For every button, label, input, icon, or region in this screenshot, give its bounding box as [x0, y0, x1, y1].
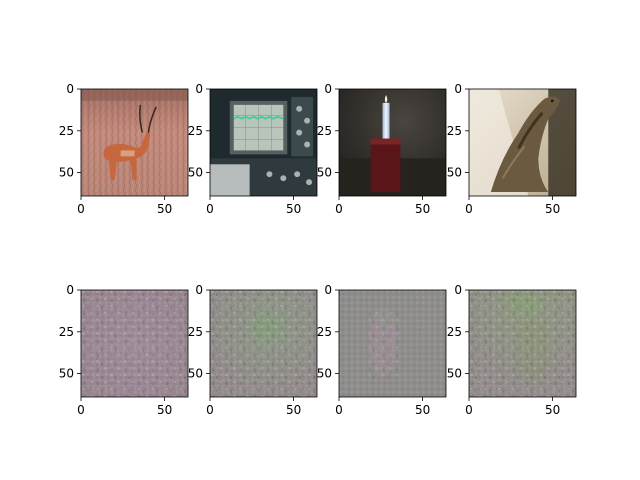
- x-tick-label: 50: [415, 403, 430, 417]
- x-tick-label: 50: [545, 403, 560, 417]
- x-tick-label: 0: [335, 403, 343, 417]
- panel-frame: [468, 289, 577, 398]
- panel-0-3: 0 50 0 25 50: [447, 82, 577, 216]
- x-tick-label: 0: [465, 202, 473, 216]
- panel-image-lizard-photo: [469, 89, 576, 196]
- panel-1-2: 0 50 0 25 50: [317, 283, 447, 417]
- panel-frame: [209, 289, 318, 398]
- panel-frame: [209, 88, 318, 197]
- x-tick-label: 0: [206, 403, 214, 417]
- panel-1-1: 0 50 0 25 50: [188, 283, 318, 417]
- y-tick-label: 0: [66, 82, 74, 96]
- panel-image-noisy-reconstruction-purple: [81, 290, 188, 397]
- y-tick-label: 25: [317, 124, 332, 138]
- y-tick-label: 50: [317, 367, 332, 381]
- y-tick-label: 50: [447, 367, 462, 381]
- panel-frame: [338, 289, 447, 398]
- y-tick-label: 0: [195, 283, 203, 297]
- panel-image-oscilloscope-photo: [210, 89, 317, 196]
- panel-frame: [468, 88, 577, 197]
- x-tick-label: 50: [157, 202, 172, 216]
- x-tick-label: 0: [335, 202, 343, 216]
- y-tick-label: 25: [188, 124, 203, 138]
- y-tick-label: 25: [317, 325, 332, 339]
- x-tick-label: 50: [545, 202, 560, 216]
- y-tick-label: 25: [188, 325, 203, 339]
- y-tick-label: 0: [66, 283, 74, 297]
- y-tick-label: 25: [447, 325, 462, 339]
- x-tick-label: 50: [286, 202, 301, 216]
- y-tick-label: 0: [454, 82, 462, 96]
- y-tick-label: 25: [59, 325, 74, 339]
- y-tick-label: 50: [59, 367, 74, 381]
- x-tick-label: 50: [157, 403, 172, 417]
- y-tick-label: 50: [188, 166, 203, 180]
- y-tick-label: 50: [447, 166, 462, 180]
- y-tick-label: 50: [59, 166, 74, 180]
- y-tick-label: 0: [195, 82, 203, 96]
- x-tick-label: 50: [286, 403, 301, 417]
- panel-image-candle-photo: [339, 89, 446, 196]
- panel-frame: [338, 88, 447, 197]
- panel-image-noisy-reconstruction-olive: [469, 290, 576, 397]
- x-tick-label: 50: [415, 202, 430, 216]
- panel-image-impala-photo: [81, 89, 188, 196]
- panel-0-2: 0 50 0 25 50: [317, 82, 447, 216]
- panel-frame: [80, 289, 189, 398]
- panel-1-0: 0 50 0 25 50: [59, 283, 189, 417]
- x-tick-label: 0: [77, 403, 85, 417]
- y-tick-label: 25: [59, 124, 74, 138]
- x-tick-label: 0: [465, 403, 473, 417]
- y-tick-label: 50: [188, 367, 203, 381]
- y-tick-label: 25: [447, 124, 462, 138]
- x-tick-label: 0: [206, 202, 214, 216]
- panel-image-noisy-reconstruction-green: [210, 290, 317, 397]
- y-tick-label: 0: [324, 283, 332, 297]
- y-tick-label: 0: [324, 82, 332, 96]
- x-tick-label: 0: [77, 202, 85, 216]
- panel-frame: [80, 88, 189, 197]
- y-tick-label: 50: [317, 166, 332, 180]
- panel-0-1: 0 50 0 25 50: [188, 82, 318, 216]
- y-tick-label: 0: [454, 283, 462, 297]
- panel-group: 0 50 0 25 50 0 50 0 25 50 0 50 0 25 50 0 50 0 25 50 0 50 0 25 50…: [59, 82, 577, 417]
- panel-image-noisy-reconstruction-gray: [339, 290, 446, 397]
- panel-1-3: 0 50 0 25 50: [447, 283, 577, 417]
- panel-0-0: 0 50 0 25 50: [59, 82, 189, 216]
